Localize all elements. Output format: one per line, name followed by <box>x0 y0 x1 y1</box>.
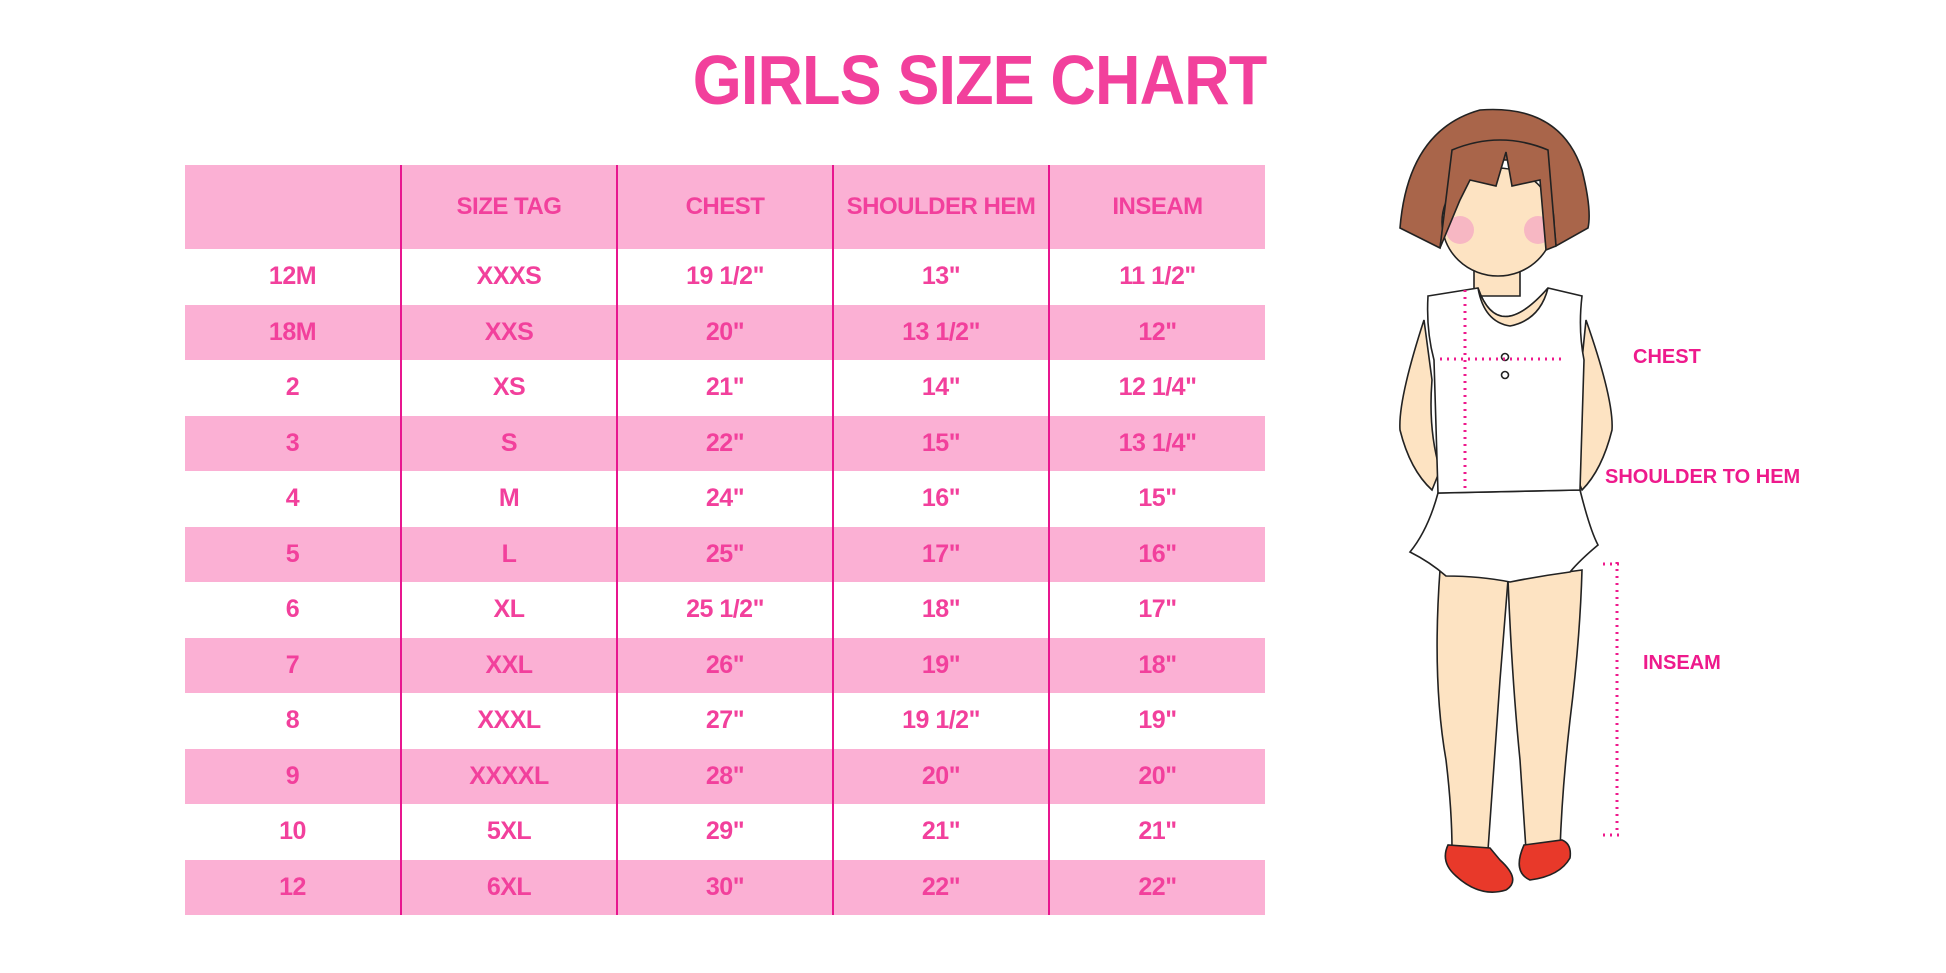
table-row: 6 XL 25 1/2" 18" 17" <box>185 582 1265 638</box>
cell-size: 7 <box>185 637 401 693</box>
cell-inseam: 16" <box>1048 526 1265 582</box>
cell-chest: 30" <box>616 859 833 915</box>
cell-size: 8 <box>285 706 300 735</box>
cell-chest: 25 1/2" <box>616 582 833 638</box>
cell-size-tag: S <box>400 415 617 471</box>
cell-size-tag: XXXS <box>400 249 617 305</box>
cell-size: 2 <box>285 373 300 402</box>
cell-chest: 25" <box>616 526 833 582</box>
inseam-label: INSEAM <box>1643 652 1721 674</box>
left-shoe <box>1444 844 1514 893</box>
cell-size: 10 <box>279 817 306 846</box>
cell-inseam: 20" <box>1048 748 1265 804</box>
cell-size: 4 <box>285 484 300 513</box>
cell-size-tag: XS <box>400 360 617 416</box>
table-row: 12M XXXS 19 1/2" 13" 11 1/2" <box>185 249 1265 305</box>
header-inseam: INSEAM <box>1048 165 1265 249</box>
cell-size: 5 <box>185 526 401 582</box>
hair <box>1399 108 1590 250</box>
cell-chest: 29" <box>616 804 833 860</box>
cell-shoulder-hem: 20" <box>832 748 1049 804</box>
cell-inseam: 21" <box>1048 804 1265 860</box>
cell-inseam: 13 1/4" <box>1048 415 1265 471</box>
cell-size-tag: XXXXL <box>400 748 617 804</box>
right-shoe <box>1518 839 1572 881</box>
cell-shoulder-hem: 22" <box>832 859 1049 915</box>
page-title: GIRLS SIZE CHART <box>692 41 1267 119</box>
cell-size: 12M <box>268 262 317 291</box>
table-row: 12 6XL 30" 22" 22" <box>185 859 1265 915</box>
cell-size: 18M <box>185 304 401 360</box>
left-leg <box>1436 569 1509 851</box>
table-row: 8 XXXL 27" 19 1/2" 19" <box>185 693 1265 749</box>
table-row: 10 5XL 29" 21" 21" <box>185 804 1265 860</box>
table-row: 5 L 25" 17" 16" <box>185 526 1265 582</box>
cell-inseam: 15" <box>1048 471 1265 527</box>
cell-chest: 21" <box>616 360 833 416</box>
cell-inseam: 11 1/2" <box>1048 249 1265 305</box>
cell-shoulder-hem: 19 1/2" <box>832 693 1049 749</box>
cell-inseam: 22" <box>1048 859 1265 915</box>
right-leg <box>1507 569 1583 851</box>
cell-shoulder-hem: 19" <box>832 637 1049 693</box>
table-row: 9 XXXXL 28" 20" 20" <box>185 748 1265 804</box>
cell-inseam: 12" <box>1048 304 1265 360</box>
header-shoulder-hem: SHOULDER HEM <box>832 165 1049 249</box>
cell-size: 3 <box>185 415 401 471</box>
cell-chest: 22" <box>616 415 833 471</box>
header-chest: CHEST <box>616 165 833 249</box>
cell-chest: 27" <box>616 693 833 749</box>
chest-label: CHEST <box>1633 346 1701 368</box>
cell-size-tag: L <box>400 526 617 582</box>
bloomers <box>1408 489 1600 583</box>
header-size-tag: SIZE TAG <box>400 165 617 249</box>
cell-shoulder-hem: 16" <box>832 471 1049 527</box>
cell-inseam: 19" <box>1048 693 1265 749</box>
table-row: 18M XXS 20" 13 1/2" 12" <box>185 304 1265 360</box>
table-row: 2 XS 21" 14" 12 1/4" <box>185 360 1265 416</box>
cell-inseam: 17" <box>1048 582 1265 638</box>
header-size <box>185 165 401 249</box>
cell-shoulder-hem: 21" <box>832 804 1049 860</box>
cell-size-tag: XXXL <box>400 693 617 749</box>
cell-shoulder-hem: 18" <box>832 582 1049 638</box>
cell-shoulder-hem: 14" <box>832 360 1049 416</box>
cell-chest: 24" <box>616 471 833 527</box>
table-row: 4 M 24" 16" 15" <box>185 471 1265 527</box>
cell-chest: 26" <box>616 637 833 693</box>
cell-size: 12 <box>185 859 401 915</box>
cell-chest: 28" <box>616 748 833 804</box>
cell-shoulder-hem: 15" <box>832 415 1049 471</box>
cell-size: 6 <box>285 595 300 624</box>
cell-shoulder-hem: 13" <box>832 249 1049 305</box>
cell-size-tag: 6XL <box>400 859 617 915</box>
size-chart-table: SIZE TAG CHEST SHOULDER HEM INSEAM 12M XX… <box>185 165 1265 915</box>
cell-inseam: 18" <box>1048 637 1265 693</box>
left-arm <box>1399 319 1441 492</box>
cell-size-tag: M <box>400 471 617 527</box>
cell-chest: 19 1/2" <box>616 249 833 305</box>
cell-size: 9 <box>185 748 401 804</box>
table-row: 7 XXL 26" 19" 18" <box>185 637 1265 693</box>
cell-size-tag: XXL <box>400 637 617 693</box>
cell-size-tag: XXS <box>400 304 617 360</box>
cell-shoulder-hem: 13 1/2" <box>832 304 1049 360</box>
table-row: 3 S 22" 15" 13 1/4" <box>185 415 1265 471</box>
cell-chest: 20" <box>616 304 833 360</box>
cell-size-tag: 5XL <box>400 804 617 860</box>
shoulder-to-hem-label: SHOULDER TO HEM <box>1605 466 1801 488</box>
table-header-row: SIZE TAG CHEST SHOULDER HEM INSEAM <box>185 165 1265 249</box>
cell-shoulder-hem: 17" <box>832 526 1049 582</box>
cell-size-tag: XL <box>400 582 617 638</box>
cell-inseam: 12 1/4" <box>1048 360 1265 416</box>
